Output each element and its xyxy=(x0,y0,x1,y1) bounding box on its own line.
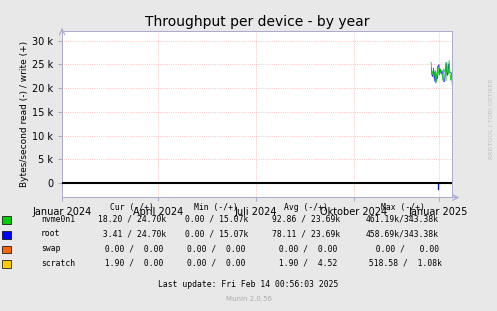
Text: swap: swap xyxy=(41,244,60,253)
Text: 0.00 /  0.00: 0.00 / 0.00 xyxy=(187,244,246,253)
Text: Min (-/+): Min (-/+) xyxy=(194,203,238,212)
Text: 1.90 /  0.00: 1.90 / 0.00 xyxy=(100,259,164,268)
Text: 0.00 /   0.00: 0.00 / 0.00 xyxy=(366,244,439,253)
Text: 458.69k/343.38k: 458.69k/343.38k xyxy=(366,230,439,238)
Text: 0.00 /  0.00: 0.00 / 0.00 xyxy=(274,244,337,253)
Text: 0.00 / 15.07k: 0.00 / 15.07k xyxy=(184,215,248,224)
Text: 0.00 /  0.00: 0.00 / 0.00 xyxy=(100,244,164,253)
Text: Last update: Fri Feb 14 00:56:03 2025: Last update: Fri Feb 14 00:56:03 2025 xyxy=(159,280,338,289)
Text: 461.19k/343.38k: 461.19k/343.38k xyxy=(366,215,439,224)
Text: Cur (-/+): Cur (-/+) xyxy=(110,203,154,212)
Text: Max (-/+): Max (-/+) xyxy=(381,203,424,212)
Text: root: root xyxy=(41,230,60,238)
Y-axis label: Bytes/second read (-) / write (+): Bytes/second read (-) / write (+) xyxy=(20,41,29,187)
Text: 0.00 /  0.00: 0.00 / 0.00 xyxy=(187,259,246,268)
Text: RRDTOOL / TOBI OETIKER: RRDTOOL / TOBI OETIKER xyxy=(488,78,493,159)
Title: Throughput per device - by year: Throughput per device - by year xyxy=(145,15,369,29)
Text: 92.86 / 23.69k: 92.86 / 23.69k xyxy=(271,215,340,224)
Text: 1.90 /  4.52: 1.90 / 4.52 xyxy=(274,259,337,268)
Text: Munin 2.0.56: Munin 2.0.56 xyxy=(226,295,271,302)
Text: scratch: scratch xyxy=(41,259,75,268)
Text: 3.41 / 24.70k: 3.41 / 24.70k xyxy=(97,230,166,238)
Text: 78.11 / 23.69k: 78.11 / 23.69k xyxy=(271,230,340,238)
Text: 518.58 /  1.08k: 518.58 / 1.08k xyxy=(364,259,441,268)
Text: 18.20 / 24.70k: 18.20 / 24.70k xyxy=(97,215,166,224)
Text: Avg (-/+): Avg (-/+) xyxy=(284,203,328,212)
Text: 0.00 / 15.07k: 0.00 / 15.07k xyxy=(184,230,248,238)
Text: nvme0n1: nvme0n1 xyxy=(41,215,75,224)
